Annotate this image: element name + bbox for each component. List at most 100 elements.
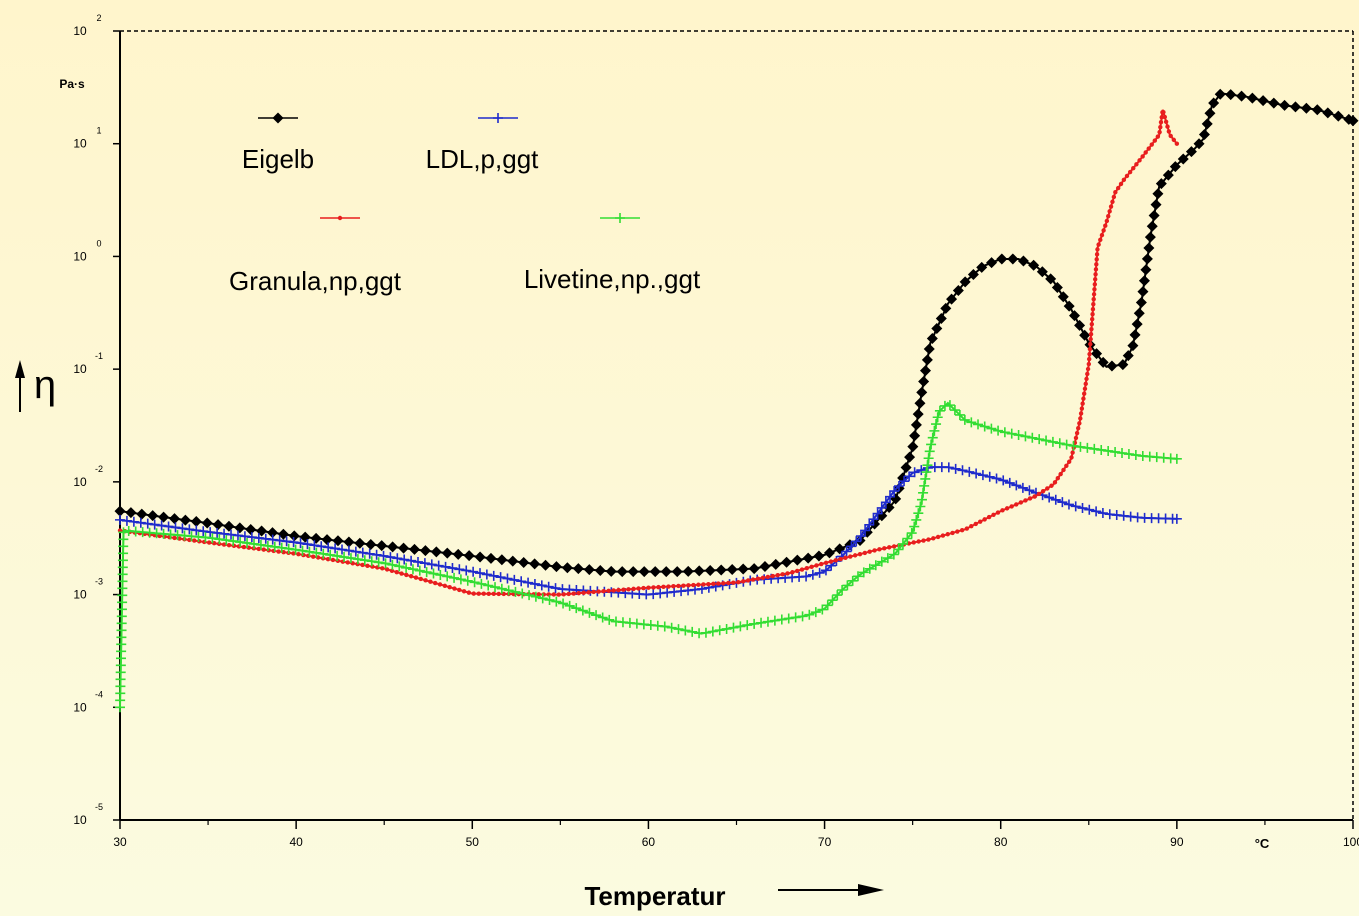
data-point [495,572,506,583]
data-point [920,365,932,377]
data-point [1157,129,1162,135]
data-point [1041,435,1052,446]
data-point [350,546,361,557]
data-point [1117,359,1129,371]
data-point [1011,480,1022,491]
data-point [745,578,751,583]
data-point [1017,255,1029,267]
data-point [1146,220,1158,232]
data-point [423,578,428,583]
data-point [471,591,476,596]
data-point [418,576,423,582]
data-point [914,397,926,409]
data-point [893,544,904,555]
data-point [1135,296,1147,308]
data-point [902,533,913,544]
data-point [1171,513,1182,524]
legend-entry-1: Eigelb [242,112,314,174]
data-point [1134,162,1139,167]
data-point [428,579,433,584]
data-point [1140,264,1152,276]
data-point [1131,318,1143,330]
data-point [1162,114,1167,120]
data-point [923,453,934,464]
data-point [260,533,271,544]
data-point [621,587,626,592]
data-point [762,616,773,627]
data-point [142,518,153,529]
data-point [408,574,414,579]
data-point [523,577,534,588]
data-point [561,592,566,597]
data-point [177,523,188,534]
data-point [686,583,691,588]
data-point [1163,119,1169,124]
data-point [406,555,417,566]
data-point [876,556,887,567]
data-point [452,548,464,560]
data-point [1064,463,1069,469]
data-point [1155,178,1167,190]
data-point [1106,213,1111,219]
data-point [1137,286,1149,298]
data-point [910,419,922,431]
data-point [1140,154,1145,159]
data-point [976,261,988,273]
data-point [1092,282,1098,287]
data-point [596,589,601,594]
data-point [1322,107,1334,119]
data-point [163,521,174,532]
data-point [1091,292,1097,297]
data-point [485,552,497,564]
data-point [591,589,596,595]
data-point [656,584,661,590]
data-point [986,514,992,520]
data-point [281,536,292,547]
data-point [288,530,300,542]
y-tick-label-base: 10 [73,362,87,376]
data-point [1162,169,1174,181]
data-point [241,544,247,550]
series-line [119,109,1178,596]
data-point [957,465,968,476]
y-tick-label-base: 10 [73,700,87,714]
data-point [404,572,409,578]
data-point [926,439,937,450]
data-point [776,614,787,625]
data-point [999,427,1010,438]
legend-entry-2: LDL,p,ggt [426,113,539,174]
data-point [1129,329,1141,341]
data-point [737,563,749,575]
data-point [1113,189,1118,195]
data-point [226,542,232,548]
series-3 [117,109,1180,597]
data-point [1092,287,1097,292]
data-point [887,545,892,550]
data-point [158,511,170,523]
data-point [474,551,486,563]
y-tick-label-exponent: -4 [95,689,103,699]
data-point [1074,319,1086,331]
data-point [412,556,423,567]
data-point [706,581,711,587]
data-point [973,419,984,430]
data-point [876,502,887,513]
data-point [1097,508,1108,519]
data-point [918,487,929,498]
data-point [661,584,666,590]
data-point [1133,307,1145,319]
data-point [935,534,941,540]
data-point [1058,471,1063,477]
data-point [442,583,448,589]
data-point [659,621,670,632]
x-tick-label: 50 [466,835,480,849]
data-point [693,565,705,577]
data-point [742,620,753,631]
legend-swatch-marker [272,112,284,124]
data-point [1017,482,1028,493]
data-point [1009,504,1014,509]
data-point [245,523,257,535]
data-point [1045,486,1050,491]
data-point [996,253,1008,265]
data-point [1150,199,1162,211]
